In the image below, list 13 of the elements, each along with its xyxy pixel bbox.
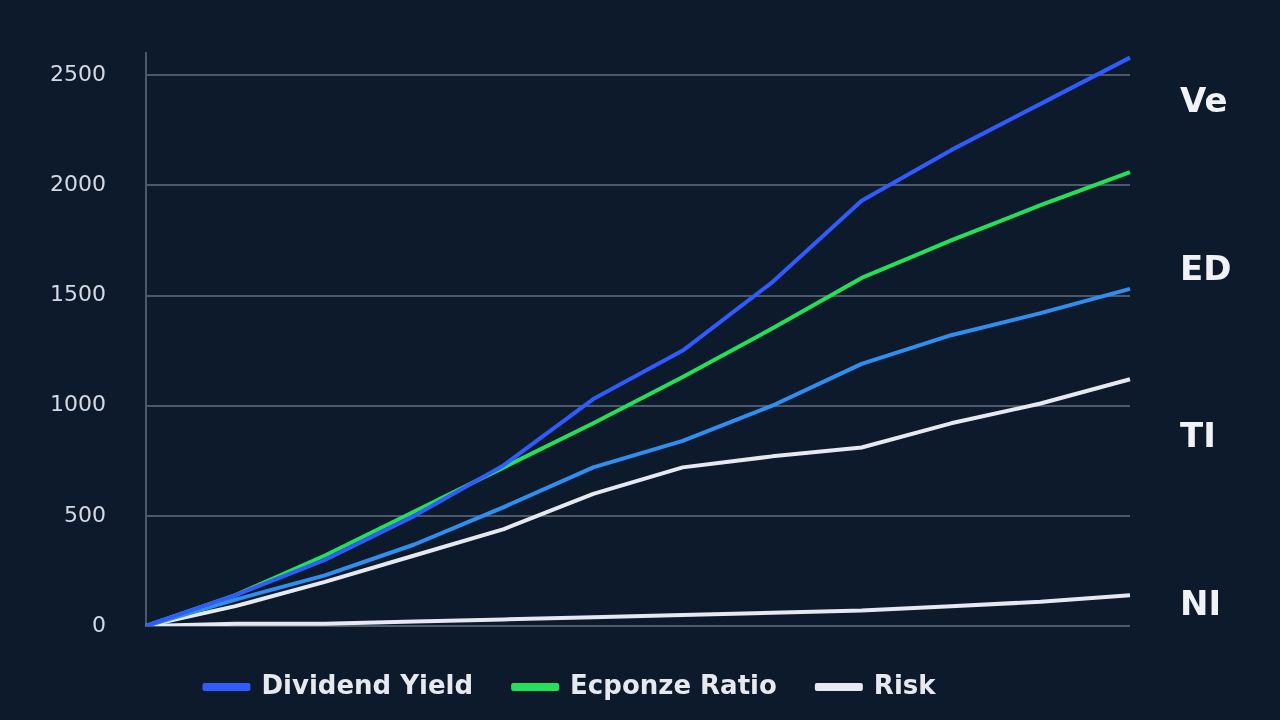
y-tick-label: 1500	[49, 281, 106, 307]
text: ED	[1180, 247, 1232, 288]
legend-label: Dividend Yield	[261, 669, 474, 700]
y-tick-label: 500	[63, 501, 106, 527]
text: TI	[1180, 415, 1216, 456]
text: Ve	[1180, 80, 1228, 121]
y-tick-label: 0	[91, 611, 106, 637]
y-tick-label: 1000	[49, 391, 106, 417]
y-tick-label: 2500	[49, 60, 106, 86]
legend-label: Risk	[873, 669, 937, 700]
y-tick-label: 2000	[49, 171, 106, 197]
legend-label: Ecponze Ratio	[570, 669, 777, 700]
text: NI	[1180, 582, 1222, 623]
